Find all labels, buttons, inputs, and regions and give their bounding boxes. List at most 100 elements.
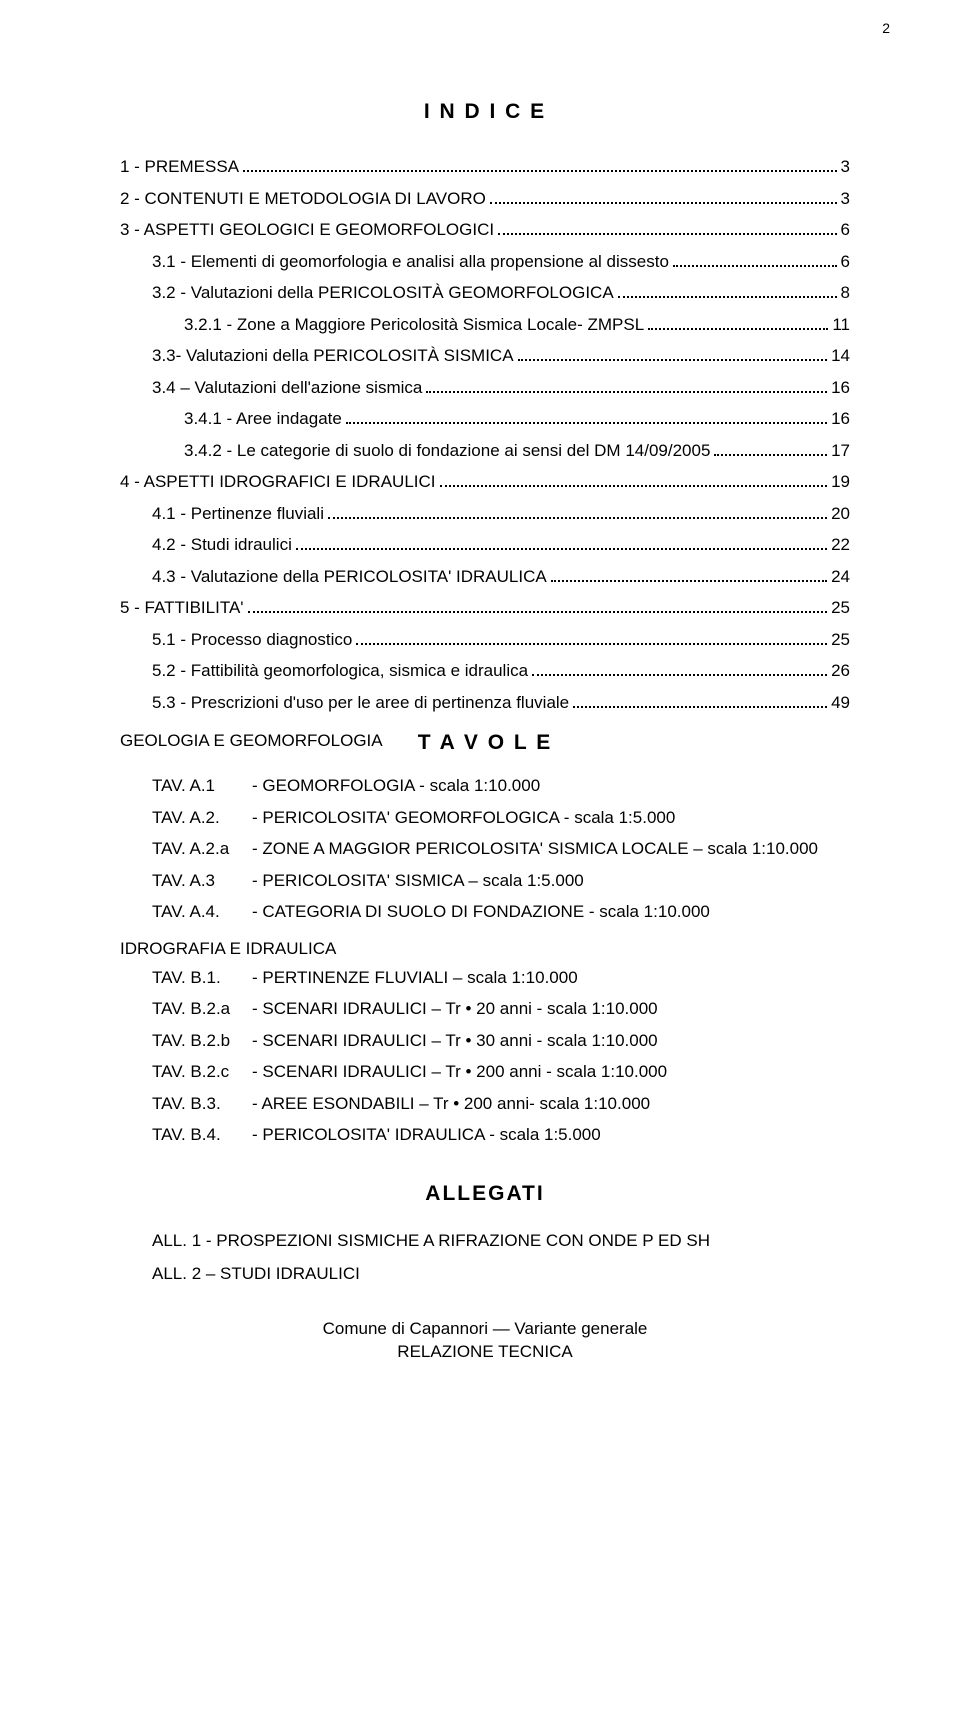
toc-entry-label: 4.1 - Pertinenze fluviali [152,501,324,527]
toc-entry-page: 11 [832,312,850,338]
toc-dot-leader [648,328,828,330]
toc-entry-page: 24 [831,564,850,590]
tavola-description: - PERICOLOSITA' GEOMORFOLOGICA - scala 1… [252,805,675,831]
toc-entry: 4.2 - Studi idraulici 22 [120,532,850,558]
allegati-list: ALL. 1 - PROSPEZIONI SISMICHE A RIFRAZIO… [120,1228,850,1287]
tavola-code: TAV. A.4. [152,899,252,925]
tavola-description: - PERTINENZE FLUVIALI – scala 1:10.000 [252,965,578,991]
toc-entry: 3.3- Valutazioni della PERICOLOSITÀ SISM… [120,343,850,369]
tavola-description: - CATEGORIA DI SUOLO DI FONDAZIONE - sca… [252,899,710,925]
toc-dot-leader [248,611,828,613]
tavola-description: - SCENARI IDRAULICI – Tr • 200 anni - sc… [252,1059,667,1085]
toc-entry-page: 6 [841,217,850,243]
toc-entry: 4.3 - Valutazione della PERICOLOSITA' ID… [120,564,850,590]
toc-entry-page: 19 [831,469,850,495]
toc-entry-label: 3.1 - Elementi di geomorfologia e analis… [152,249,669,275]
toc-dot-leader [243,170,836,172]
toc-entry-page: 16 [831,406,850,432]
toc-entry-page: 16 [831,375,850,401]
tavola-entry: TAV. A.3- PERICOLOSITA' SISMICA – scala … [152,868,850,894]
tavole-section: GEOLOGIA E GEOMORFOLOGIA T A V O L E TAV… [120,725,850,1148]
toc-entry: 3.1 - Elementi di geomorfologia e analis… [120,249,850,275]
document-page: 2 I N D I C E 1 - PREMESSA3 2 - CONTENUTI… [0,0,960,1404]
toc-entry-page: 14 [831,343,850,369]
tavole-group-geologia: TAV. A.1- GEOMORFOLOGIA - scala 1:10.000… [120,773,850,925]
tavola-description: - PERICOLOSITA' IDRAULICA - scala 1:5.00… [252,1122,601,1148]
tavola-code: TAV. B.1. [152,965,252,991]
tavola-description: - ZONE A MAGGIOR PERICOLOSITA' SISMICA L… [252,836,818,862]
toc-entry: 4 - ASPETTI IDROGRAFICI E IDRAULICI 19 [120,469,850,495]
footer-line-1: Comune di Capannori — Variante generale [120,1317,850,1341]
toc-dot-leader [673,265,837,267]
toc-dot-leader [498,233,836,235]
tavola-entry: TAV. A.1- GEOMORFOLOGIA - scala 1:10.000 [152,773,850,799]
toc-entry-label: 3.2.1 - Zone a Maggiore Pericolosità Sis… [184,312,644,338]
toc-entry: 5.1 - Processo diagnostico 25 [120,627,850,653]
tavola-entry: TAV. B.2.c- SCENARI IDRAULICI – Tr • 200… [152,1059,850,1085]
toc-entry-page: 3 [841,154,850,180]
tavola-entry: TAV. B.4.- PERICOLOSITA' IDRAULICA - sca… [152,1122,850,1148]
toc-entry-label: 2 - CONTENUTI E METODOLOGIA DI LAVORO [120,186,486,212]
allegato-entry: ALL. 2 – STUDI IDRAULICI [120,1261,850,1287]
toc-dot-leader [551,580,827,582]
toc-dot-leader [356,643,827,645]
toc-entry: 2 - CONTENUTI E METODOLOGIA DI LAVORO3 [120,186,850,212]
tavola-entry: TAV. A.2.a- ZONE A MAGGIOR PERICOLOSITA'… [152,836,850,862]
geologia-subheading: GEOLOGIA E GEOMORFOLOGIA [120,731,383,751]
toc-entry: 1 - PREMESSA3 [120,154,850,180]
toc-entry-label: 4.2 - Studi idraulici [152,532,292,558]
toc-dot-leader [490,202,837,204]
tavola-entry: TAV. A.4.- CATEGORIA DI SUOLO DI FONDAZI… [152,899,850,925]
toc-dot-leader [532,674,827,676]
tavola-description: - SCENARI IDRAULICI – Tr • 30 anni - sca… [252,1028,658,1054]
toc-entry: 3.2 - Valutazioni della PERICOLOSITÀ GEO… [120,280,850,306]
tavola-description: - PERICOLOSITA' SISMICA – scala 1:5.000 [252,868,584,894]
footer-line-2: RELAZIONE TECNICA [120,1340,850,1364]
toc-entry-label: 3.3- Valutazioni della PERICOLOSITÀ SISM… [152,343,514,369]
allegati-heading: ALLEGATI [120,1182,850,1206]
tavola-description: - SCENARI IDRAULICI – Tr • 20 anni - sca… [252,996,658,1022]
toc-dot-leader [426,391,827,393]
page-number: 2 [882,20,890,36]
toc-entry: 3 - ASPETTI GEOLOGICI E GEOMORFOLOGICI6 [120,217,850,243]
toc-entry-label: 4.3 - Valutazione della PERICOLOSITA' ID… [152,564,547,590]
tavola-entry: TAV. B.1.- PERTINENZE FLUVIALI – scala 1… [152,965,850,991]
tavola-code: TAV. B.2.b [152,1028,252,1054]
toc-entry: 5.2 - Fattibilità geomorfologica, sismic… [120,658,850,684]
tavola-code: TAV. A.3 [152,868,252,894]
toc-entry: 5.3 - Prescrizioni d'uso per le aree di … [120,690,850,716]
tavola-code: TAV. B.3. [152,1091,252,1117]
toc-entry-page: 20 [831,501,850,527]
toc-entry-page: 25 [831,595,850,621]
tavola-code: TAV. B.2.a [152,996,252,1022]
toc-dot-leader [618,296,837,298]
toc-dot-leader [440,485,828,487]
toc-entry-page: 17 [831,438,850,464]
toc-dot-leader [346,422,827,424]
tavola-description: - GEOMORFOLOGIA - scala 1:10.000 [252,773,540,799]
toc-entry: 5 - FATTIBILITA'25 [120,595,850,621]
page-footer: Comune di Capannori — Variante generale … [120,1317,850,1365]
tavola-code: TAV. B.4. [152,1122,252,1148]
tavola-code: TAV. A.2. [152,805,252,831]
tavola-description: - AREE ESONDABILI – Tr • 200 anni- scala… [252,1091,650,1117]
toc-entry-page: 49 [831,690,850,716]
toc-entry-page: 8 [841,280,850,306]
toc-entry-page: 26 [831,658,850,684]
tavola-entry: TAV. B.3.- AREE ESONDABILI – Tr • 200 an… [152,1091,850,1117]
toc-entry: 3.2.1 - Zone a Maggiore Pericolosità Sis… [120,312,850,338]
tavola-code: TAV. A.2.a [152,836,252,862]
indice-heading: I N D I C E [120,100,850,124]
tavola-entry: TAV. B.2.a- SCENARI IDRAULICI – Tr • 20 … [152,996,850,1022]
toc-dot-leader [328,517,827,519]
toc-entry: 3.4 – Valutazioni dell'azione sismica16 [120,375,850,401]
toc-entry: 4.1 - Pertinenze fluviali 20 [120,501,850,527]
toc-entry-page: 25 [831,627,850,653]
tavola-code: TAV. B.2.c [152,1059,252,1085]
toc-dot-leader [573,706,827,708]
toc-entry-label: 5.3 - Prescrizioni d'uso per le aree di … [152,690,569,716]
toc-entry-label: 4 - ASPETTI IDROGRAFICI E IDRAULICI [120,469,436,495]
tavole-group-idraulica: TAV. B.1.- PERTINENZE FLUVIALI – scala 1… [120,965,850,1148]
toc-entry-label: 5.1 - Processo diagnostico [152,627,352,653]
toc-entry-page: 22 [831,532,850,558]
